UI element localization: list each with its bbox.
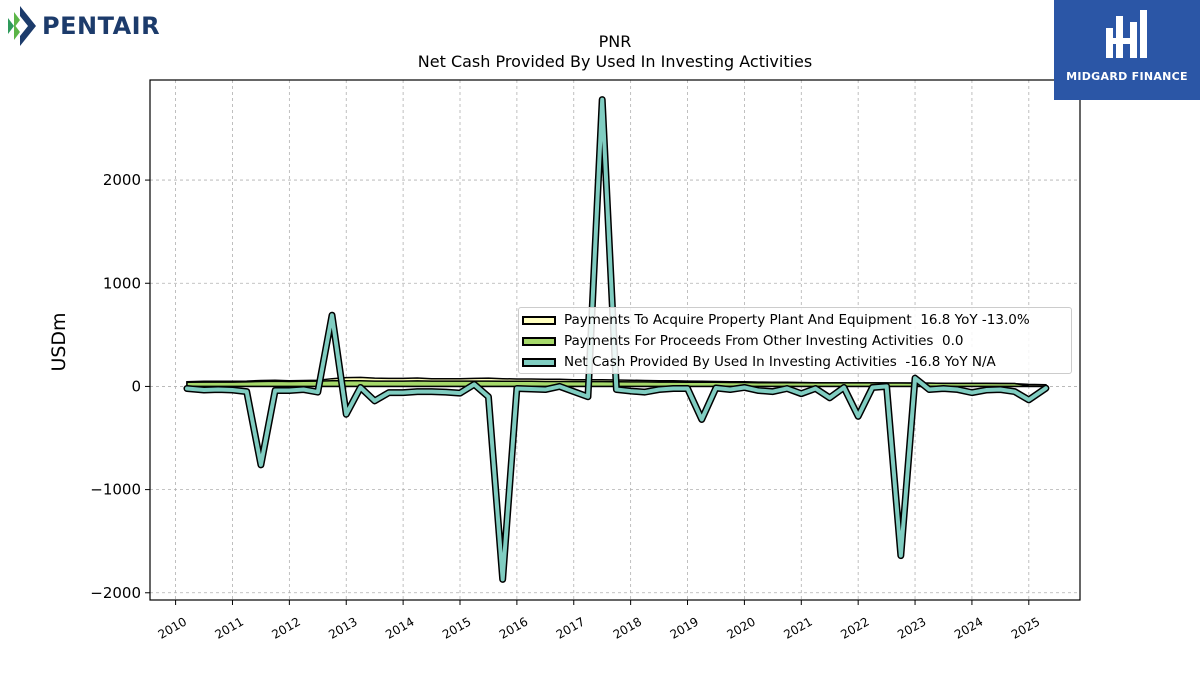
x-tick-label: 2020 (724, 614, 757, 641)
axis-ticks: 2010 2011 2012 2013 2014 2015 2016 2017 2018 2019… (90, 171, 1042, 642)
x-tick-label: 2025 (1009, 614, 1042, 641)
midgard-logo-icon (1106, 10, 1147, 58)
x-tick-label: 2023 (895, 614, 928, 641)
pentair-mark-icon (8, 6, 36, 46)
chart-legend: Payments To Acquire Property Plant And E… (518, 307, 1072, 374)
x-tick-label: 2018 (611, 614, 644, 641)
x-tick-label: 2022 (838, 614, 871, 641)
chart-subtitle: Net Cash Provided By Used In Investing A… (418, 52, 812, 71)
line-series (183, 96, 1050, 583)
chart-title: PNR (599, 32, 632, 51)
plot-frame (149, 79, 1081, 601)
legend-swatch-net (522, 357, 556, 367)
legend-label-other: Payments For Proceeds From Other Investi… (564, 333, 964, 349)
x-tick-label: 2016 (497, 614, 530, 641)
pentair-wordmark: PENTAIR (42, 12, 161, 40)
legend-item-capex: Payments To Acquire Property Plant And E… (522, 311, 1030, 329)
legend-label-net: Net Cash Provided By Used In Investing A… (564, 354, 996, 370)
x-tick-label: 2014 (383, 614, 416, 641)
x-tick-label: 2012 (269, 614, 302, 641)
x-tick-label: 2017 (554, 614, 587, 641)
x-tick-label: 2015 (440, 614, 473, 641)
y-tick-label: 2000 (103, 171, 141, 189)
legend-swatch-capex (522, 315, 556, 325)
x-tick-label: 2019 (668, 614, 701, 641)
midgard-finance-badge: MIDGARD FINANCE (1054, 0, 1200, 100)
legend-item-other: Payments For Proceeds From Other Investi… (522, 332, 963, 350)
y-tick-label: −2000 (90, 584, 141, 602)
y-tick-label: 1000 (103, 274, 141, 292)
x-tick-label: 2011 (213, 614, 246, 641)
y-tick-label: 0 (131, 377, 141, 395)
pentair-logo: PENTAIR (6, 6, 160, 46)
y-axis-label: USDm (48, 312, 70, 371)
legend-item-net: Net Cash Provided By Used In Investing A… (522, 353, 996, 371)
x-tick-label: 2021 (781, 614, 814, 641)
legend-label-capex: Payments To Acquire Property Plant And E… (564, 312, 1030, 328)
midgard-wordmark: MIDGARD FINANCE (1066, 70, 1188, 83)
y-tick-label: −1000 (90, 481, 141, 499)
x-tick-label: 2024 (952, 614, 985, 641)
x-tick-label: 2013 (326, 614, 359, 641)
legend-swatch-other (522, 336, 556, 346)
x-tick-label: 2010 (156, 614, 189, 641)
